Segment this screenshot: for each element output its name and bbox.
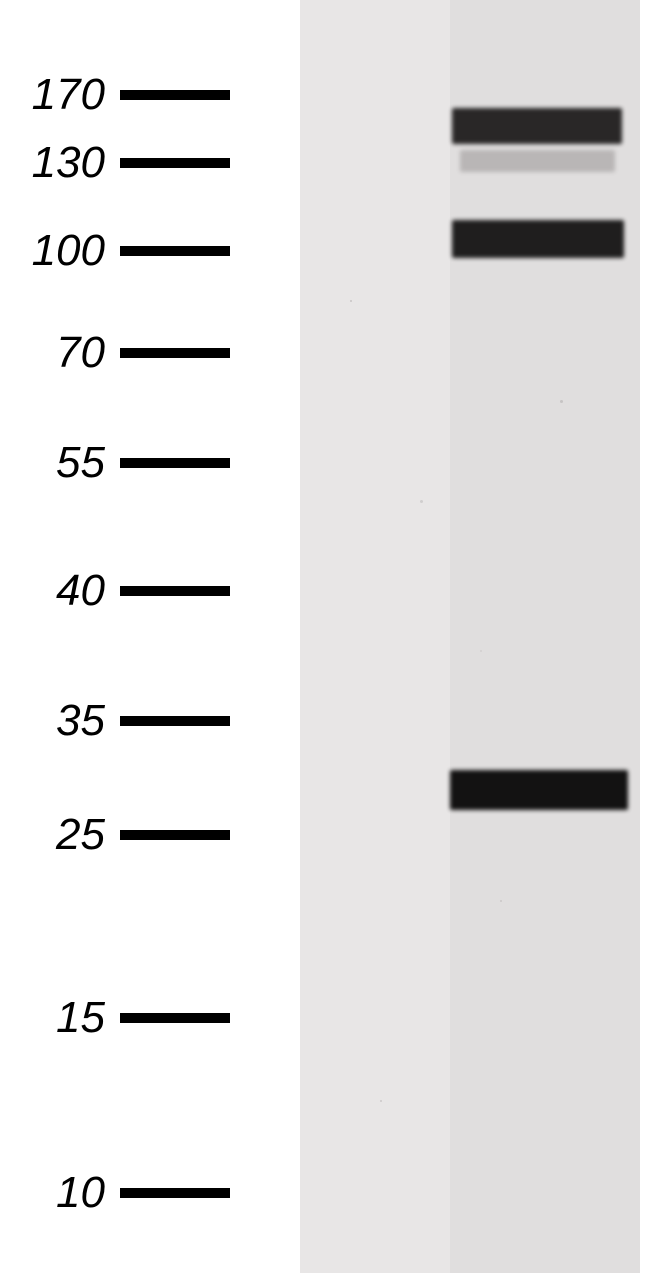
molecular-weight-ladder: 170 130 100 70 55 40 35 25 15 10 [0,0,300,1273]
ladder-tick [120,716,230,726]
ladder-tick [120,246,230,256]
ladder-label: 55 [0,438,120,488]
membrane-noise [560,400,563,403]
protein-band [450,770,628,810]
ladder-marker-10: 10 [0,1168,300,1218]
protein-band [452,220,624,258]
ladder-tick [120,348,230,358]
ladder-label: 15 [0,993,120,1043]
ladder-label: 100 [0,226,120,276]
ladder-label: 25 [0,810,120,860]
ladder-marker-55: 55 [0,438,300,488]
ladder-marker-35: 35 [0,696,300,746]
ladder-label: 40 [0,566,120,616]
ladder-tick [120,458,230,468]
ladder-tick [120,158,230,168]
ladder-marker-130: 130 [0,138,300,188]
ladder-marker-100: 100 [0,226,300,276]
protein-band [452,108,622,144]
ladder-label: 130 [0,138,120,188]
ladder-tick [120,1188,230,1198]
membrane-noise [420,500,423,503]
membrane-noise [380,1100,382,1102]
blot-lane-2 [450,0,640,1273]
ladder-marker-70: 70 [0,328,300,378]
membrane-noise [480,650,482,652]
blot-lane-1 [300,0,450,1273]
ladder-label: 35 [0,696,120,746]
ladder-marker-170: 170 [0,70,300,120]
ladder-tick [120,830,230,840]
ladder-label: 70 [0,328,120,378]
ladder-label: 10 [0,1168,120,1218]
ladder-label: 170 [0,70,120,120]
ladder-marker-25: 25 [0,810,300,860]
western-blot-membrane [300,0,640,1273]
ladder-tick [120,1013,230,1023]
membrane-noise [350,300,352,302]
ladder-marker-15: 15 [0,993,300,1043]
membrane-noise [500,900,502,902]
ladder-tick [120,586,230,596]
ladder-tick [120,90,230,100]
ladder-marker-40: 40 [0,566,300,616]
protein-band [460,150,615,172]
